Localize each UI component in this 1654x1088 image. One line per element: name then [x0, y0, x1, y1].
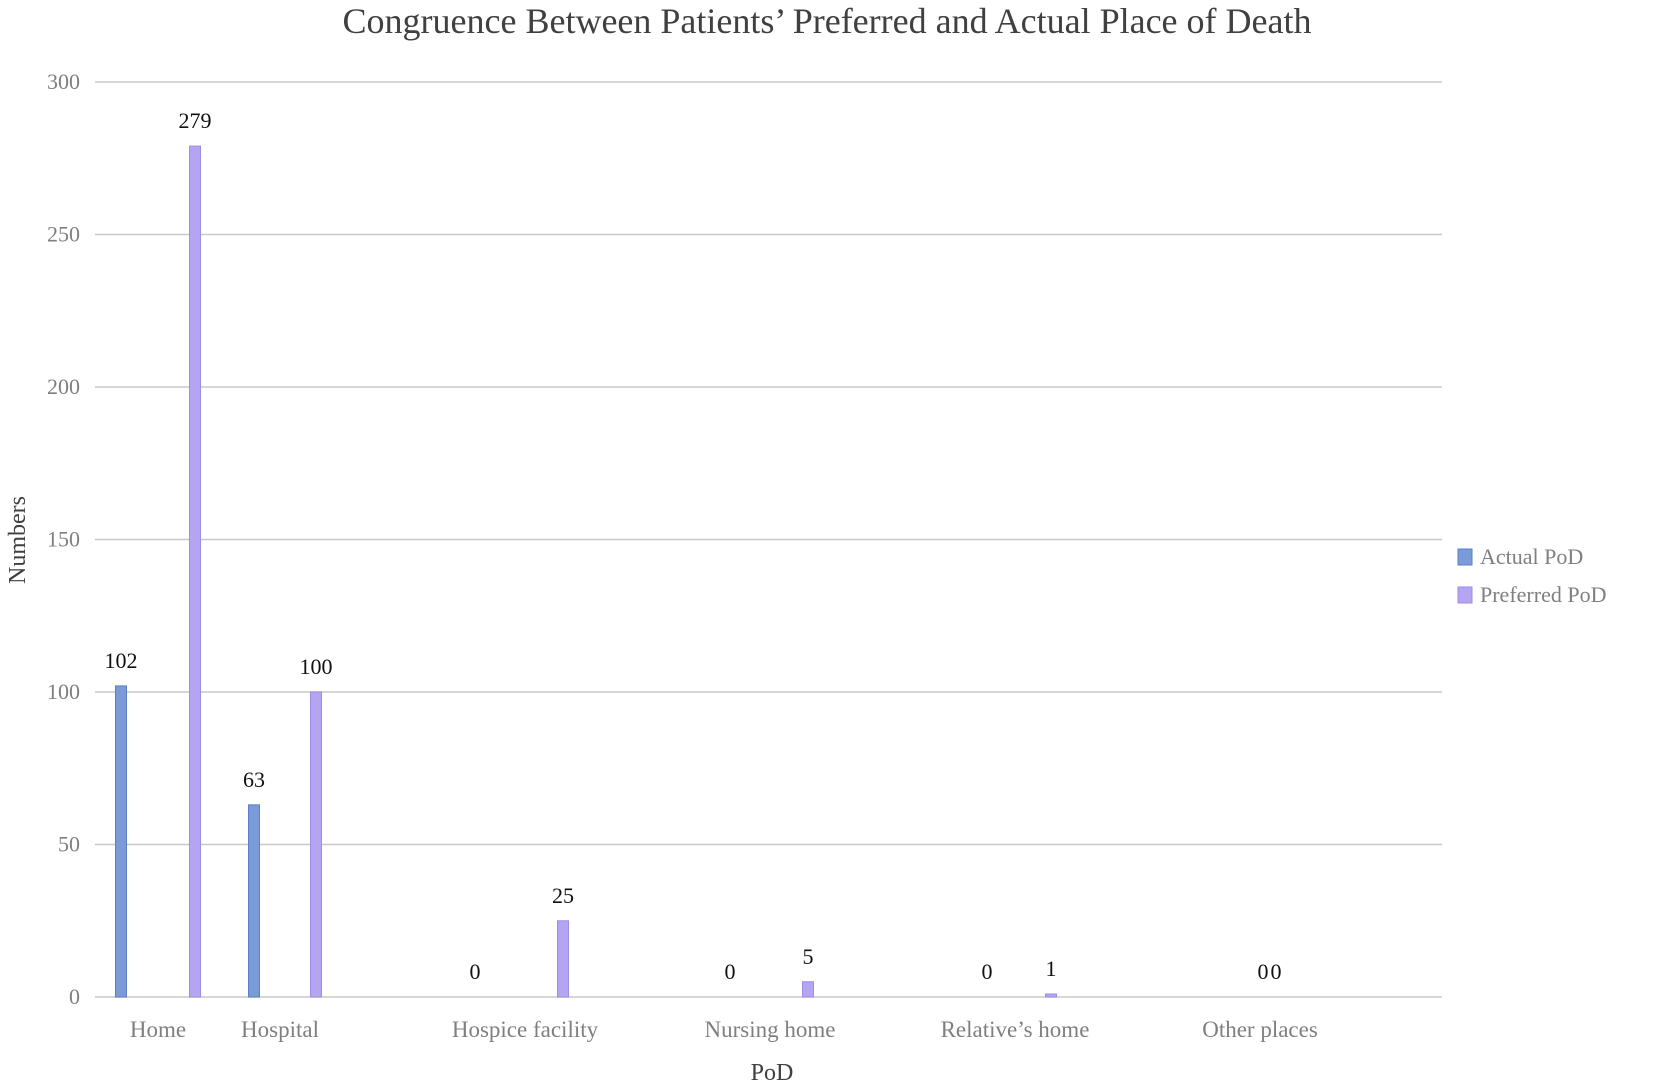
- y-tick-label: 150: [47, 527, 80, 552]
- data-label: 0: [982, 959, 993, 984]
- data-label: 63: [243, 767, 265, 792]
- bar-preferred: [189, 145, 201, 998]
- legend: Actual PoD Preferred PoD: [1457, 544, 1606, 607]
- data-label: 279: [179, 108, 212, 133]
- data-label: 0: [725, 959, 736, 984]
- bar-actual: [248, 804, 260, 998]
- y-tick-label: 200: [47, 374, 80, 399]
- legend-label: Preferred PoD: [1480, 582, 1606, 607]
- data-label: 0: [470, 959, 481, 984]
- y-tick-labels: 0 50 100 150 200 250 300: [47, 69, 80, 1009]
- bar-preferred: [802, 981, 814, 998]
- bar-actual: [115, 685, 127, 998]
- legend-swatch: [1457, 548, 1473, 566]
- data-label: 25: [552, 883, 574, 908]
- x-tick-label: Nursing home: [705, 1017, 836, 1042]
- data-label: 0: [1258, 959, 1269, 984]
- y-tick-label: 100: [47, 679, 80, 704]
- x-tick-label: Relative’s home: [941, 1017, 1090, 1042]
- bar-preferred: [310, 691, 322, 998]
- bar-preferred: [557, 920, 569, 998]
- x-tick-label: Hospital: [241, 1017, 319, 1042]
- legend-label: Actual PoD: [1480, 544, 1583, 569]
- y-axis-title: Numbers: [5, 496, 31, 584]
- x-axis-title: PoD: [751, 1060, 794, 1086]
- bars: [115, 145, 1057, 998]
- legend-swatch: [1457, 586, 1473, 604]
- data-label: 102: [105, 648, 138, 673]
- y-tick-label: 50: [58, 832, 80, 857]
- x-tick-label: Other places: [1202, 1017, 1318, 1042]
- y-tick-label: 0: [69, 984, 80, 1009]
- data-label: 100: [300, 654, 333, 679]
- chart-title: Congruence Between Patients’ Preferred a…: [343, 1, 1312, 41]
- y-tick-label: 250: [47, 222, 80, 247]
- data-label: 0: [1271, 959, 1282, 984]
- gridlines: [95, 81, 1442, 998]
- data-label: 5: [803, 944, 814, 969]
- data-label: 1: [1046, 956, 1057, 981]
- x-tick-labels: Home Hospital Hospice facility Nursing home…: [130, 1017, 1318, 1042]
- y-tick-label: 300: [47, 69, 80, 94]
- bar-preferred: [1045, 993, 1057, 998]
- x-tick-label: Hospice facility: [452, 1017, 599, 1042]
- x-tick-label: Home: [130, 1017, 186, 1042]
